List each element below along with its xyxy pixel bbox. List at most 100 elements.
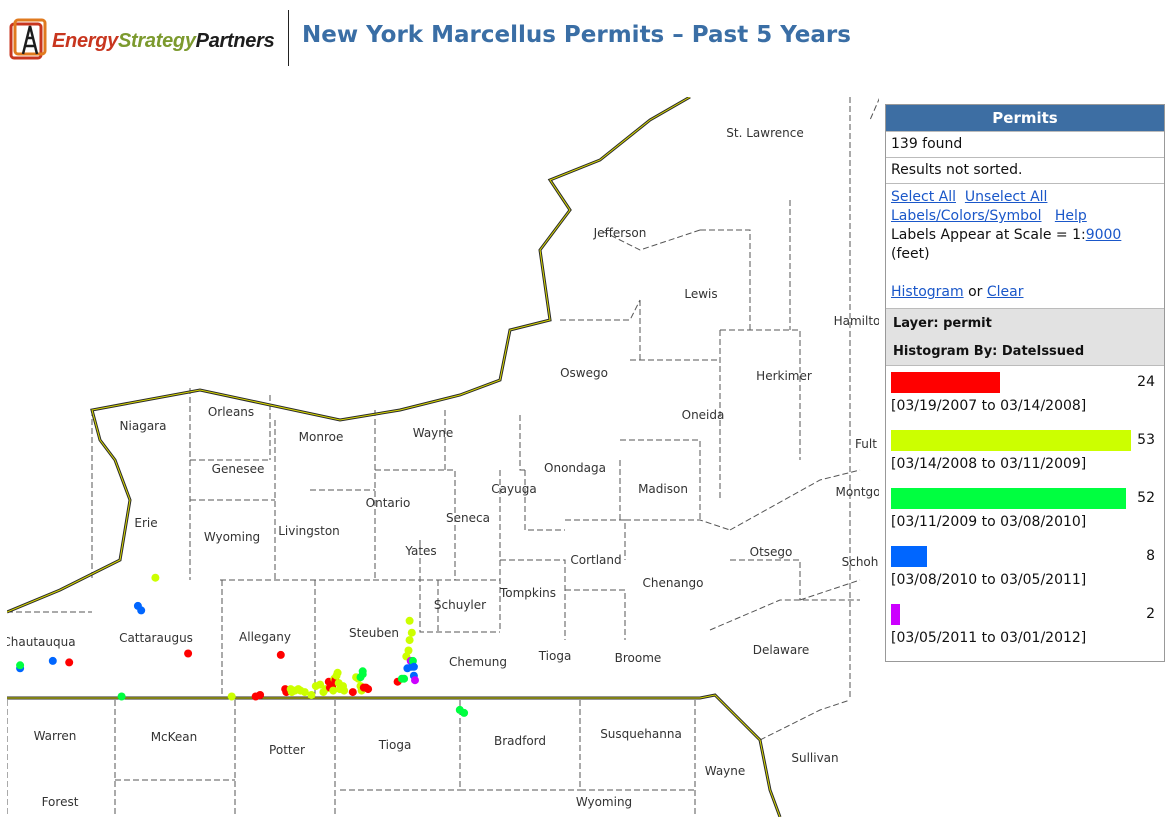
county-label: Genesee: [212, 462, 265, 476]
permit-point[interactable]: [409, 662, 418, 671]
permit-point[interactable]: [276, 650, 285, 659]
permit-point[interactable]: [65, 658, 74, 667]
histogram-range: [03/19/2007 to 03/14/2008]: [891, 398, 1087, 414]
histogram-bar: [891, 546, 927, 567]
permit-point[interactable]: [316, 680, 325, 689]
permit-point[interactable]: [16, 661, 25, 670]
county-boundaries: [7, 97, 879, 817]
permit-point[interactable]: [307, 691, 316, 699]
county-label: Orleans: [208, 405, 254, 419]
permit-point[interactable]: [460, 708, 469, 717]
county-label: Seneca: [446, 511, 490, 525]
county-label: Potter: [269, 743, 305, 757]
county-label: Ontario: [366, 496, 411, 510]
county-label: Yates: [404, 544, 436, 558]
page-header: EnergyStrategyPartners New York Marcellu…: [0, 0, 1174, 80]
sort-status: Results not sorted.: [886, 157, 1164, 183]
histogram-bin: 52 [03/11/2009 to 03/08/2010]: [891, 488, 1159, 546]
histogram-link[interactable]: Histogram: [891, 284, 964, 300]
company-logo: EnergyStrategyPartners: [8, 18, 278, 62]
county-label: Tioga: [538, 649, 572, 663]
county-label: Onondaga: [544, 461, 606, 475]
permit-point[interactable]: [256, 691, 265, 699]
permit-point[interactable]: [407, 628, 416, 637]
layer-name: Layer: permit: [893, 316, 992, 331]
county-label: Sullivan: [791, 751, 838, 765]
county-label: Tompkins: [499, 586, 556, 600]
permit-point[interactable]: [411, 676, 419, 685]
permit-points[interactable]: [16, 573, 469, 717]
county-label: Oneida: [682, 408, 725, 422]
scale-text: Labels Appear at Scale = 1:: [891, 227, 1086, 243]
county-label: Hamilto: [834, 314, 879, 328]
state-boundary: [7, 97, 782, 817]
clear-link[interactable]: Clear: [986, 284, 1024, 300]
permit-point[interactable]: [329, 686, 338, 695]
permit-point[interactable]: [48, 656, 57, 665]
histogram-count: 53: [1137, 432, 1155, 448]
permit-point[interactable]: [408, 656, 417, 665]
logo-wordmark: EnergyStrategyPartners: [52, 30, 275, 52]
permit-point[interactable]: [340, 686, 349, 695]
county-label: Monroe: [299, 430, 344, 444]
permit-point[interactable]: [151, 573, 160, 582]
unselect-all-link[interactable]: Unselect All: [964, 189, 1048, 205]
county-label: Allegany: [239, 630, 291, 644]
permit-point[interactable]: [333, 668, 342, 677]
results-count: 139 found: [886, 131, 1164, 157]
derrick-logo-icon: [9, 18, 47, 60]
permit-point[interactable]: [364, 685, 373, 694]
county-label: Fult: [855, 437, 877, 451]
histogram-count: 52: [1137, 490, 1155, 506]
county-label: Schoh: [842, 555, 879, 569]
panel-actions: Select All Unselect All Labels/Colors/Sy…: [886, 183, 1164, 308]
permit-point[interactable]: [358, 667, 367, 676]
permit-point[interactable]: [400, 674, 409, 683]
county-label: Susquehanna: [600, 727, 682, 741]
permit-point[interactable]: [227, 692, 236, 701]
county-label: Wyoming: [204, 530, 260, 544]
select-all-link[interactable]: Select All: [891, 189, 956, 205]
labels-colors-symbol-link[interactable]: Labels/Colors/Symbol: [891, 208, 1042, 224]
county-label: Wayne: [705, 764, 746, 778]
county-label: Oswego: [560, 366, 608, 380]
histogram-bin: 53 [03/14/2008 to 03/11/2009]: [891, 430, 1159, 488]
county-label: Wyoming: [576, 795, 632, 809]
county-label: St. Lawrence: [726, 126, 803, 140]
histogram-count: 24: [1137, 374, 1155, 390]
county-label: Cayuga: [491, 482, 536, 496]
histogram-bin: 2 [03/05/2011 to 03/01/2012]: [891, 604, 1159, 662]
scale-value-link[interactable]: 9000: [1085, 227, 1122, 243]
county-label: Broome: [615, 651, 662, 665]
county-label: Chautauqua: [7, 635, 76, 649]
county-label: Cortland: [570, 553, 621, 567]
county-label: Bradford: [494, 734, 546, 748]
county-label: Warren: [34, 729, 77, 743]
scale-unit: (feet): [891, 246, 930, 262]
permit-point[interactable]: [137, 606, 146, 615]
permit-point[interactable]: [405, 616, 414, 625]
county-label: McKean: [151, 730, 198, 744]
panel-title: Permits: [886, 105, 1164, 131]
county-label: Madison: [638, 482, 688, 496]
county-label: Cattaraugus: [119, 631, 193, 645]
county-label: Lewis: [684, 287, 717, 301]
county-label: Chenango: [643, 576, 704, 590]
county-label: Wayne: [413, 426, 454, 440]
permit-point[interactable]: [405, 636, 414, 645]
permit-point[interactable]: [404, 646, 413, 655]
help-link[interactable]: Help: [1054, 208, 1087, 224]
permit-point[interactable]: [117, 692, 126, 701]
permit-map[interactable]: St. Lawrence Jefferson Lewis Hamilto Oswego H…: [7, 97, 879, 817]
permit-point[interactable]: [348, 688, 357, 697]
histogram-count: 8: [1146, 548, 1155, 564]
histogram-bar: [891, 372, 1000, 393]
page-title: New York Marcellus Permits – Past 5 Year…: [302, 22, 851, 48]
histogram-bar: [891, 430, 1131, 451]
county-label: Jefferson: [593, 226, 647, 240]
county-label: Livingston: [278, 524, 340, 538]
permit-point[interactable]: [300, 688, 309, 697]
county-label: Chemung: [449, 655, 507, 669]
permit-point[interactable]: [184, 649, 193, 658]
histogram-range: [03/08/2010 to 03/05/2011]: [891, 572, 1087, 588]
